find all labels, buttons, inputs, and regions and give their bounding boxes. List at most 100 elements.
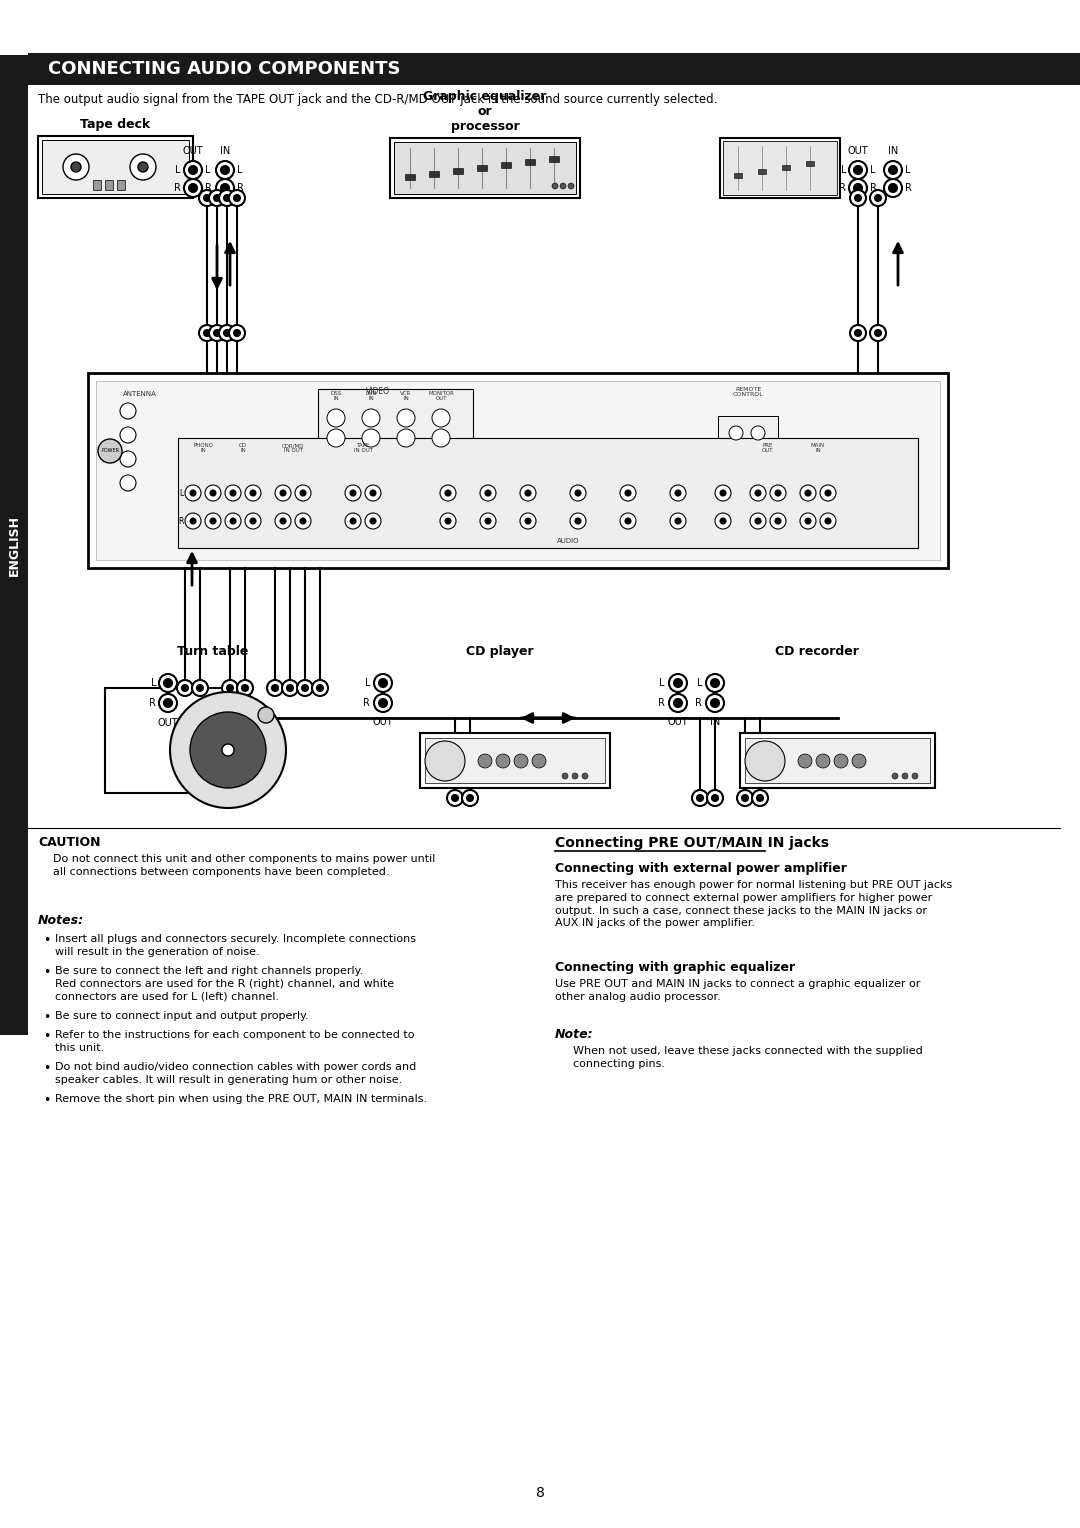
Text: CDR/MD
IN OUT: CDR/MD IN OUT [282,443,305,452]
Text: L: L [660,678,665,688]
Text: Turn table: Turn table [177,645,248,659]
Text: IN: IN [710,717,720,727]
Circle shape [712,795,718,801]
Circle shape [462,790,478,805]
Circle shape [190,490,195,497]
Text: OUT: OUT [848,147,868,156]
Circle shape [63,154,89,180]
Circle shape [849,160,867,179]
Text: 8: 8 [536,1487,544,1500]
Circle shape [210,490,216,497]
Text: DVB
IN: DVB IN [365,391,377,400]
Circle shape [189,167,197,174]
Circle shape [706,694,724,712]
Circle shape [737,790,753,805]
Circle shape [889,167,897,174]
Bar [740,733,935,788]
Circle shape [224,196,230,202]
Text: Note:: Note: [555,1028,594,1041]
Circle shape [849,179,867,197]
Bar [38,136,193,199]
Circle shape [850,189,866,206]
Circle shape [745,741,785,781]
Circle shape [805,490,811,497]
Circle shape [453,795,458,801]
Circle shape [561,183,566,189]
Bar [394,142,576,194]
Circle shape [379,678,387,688]
Circle shape [525,490,531,497]
Bar [745,738,930,782]
Bar [718,416,778,451]
Circle shape [302,685,308,691]
Circle shape [183,685,188,691]
Circle shape [892,773,897,779]
Circle shape [669,694,687,712]
Bar [178,439,918,549]
Circle shape [221,167,229,174]
Circle shape [230,490,237,497]
Circle shape [750,484,766,501]
Text: CONNECTING AUDIO COMPONENTS: CONNECTING AUDIO COMPONENTS [48,60,401,78]
Circle shape [562,773,568,779]
Text: Use PRE OUT and MAIN IN jacks to connect a graphic equalizer or
other analog aud: Use PRE OUT and MAIN IN jacks to connect… [555,979,920,1002]
Text: TAPE
IN OUT: TAPE IN OUT [353,443,373,452]
Bar [87,373,948,568]
Circle shape [120,475,136,490]
Circle shape [245,484,261,501]
Circle shape [210,518,216,524]
Circle shape [258,707,274,723]
Circle shape [432,410,450,426]
Circle shape [855,330,861,336]
Circle shape [216,160,234,179]
Text: L: L [237,165,243,176]
Circle shape [272,685,278,691]
Circle shape [620,513,636,529]
Text: L: L [175,165,181,176]
Text: OUT: OUT [183,147,203,156]
Circle shape [185,513,201,529]
Circle shape [185,484,201,501]
Circle shape [98,439,122,463]
Circle shape [177,680,193,695]
Circle shape [192,680,208,695]
Circle shape [350,490,356,497]
Circle shape [159,674,177,692]
Circle shape [227,685,233,691]
Circle shape [757,795,762,801]
Text: REMOTE
CONTROL: REMOTE CONTROL [732,387,764,397]
Circle shape [552,183,558,189]
Text: L: L [840,165,846,176]
Text: IN: IN [888,147,899,156]
Bar [501,162,511,168]
Text: CD player: CD player [467,645,534,659]
Circle shape [775,490,781,497]
Text: Connecting with graphic equalizer: Connecting with graphic equalizer [555,961,795,973]
Circle shape [189,183,197,193]
Bar [426,738,605,782]
Text: POWER: POWER [102,449,119,454]
Circle shape [234,196,240,202]
Text: OUT: OUT [373,717,393,727]
Circle shape [205,484,221,501]
Circle shape [755,518,761,524]
Circle shape [345,513,361,529]
Bar [105,180,113,189]
Circle shape [752,790,768,805]
Circle shape [885,179,902,197]
Text: ANTENNA: ANTENNA [123,391,157,397]
Circle shape [237,680,253,695]
Circle shape [729,426,743,440]
Circle shape [670,484,686,501]
Circle shape [234,330,240,336]
Circle shape [370,490,376,497]
Circle shape [214,330,220,336]
Bar [0,55,28,1034]
Circle shape [669,674,687,692]
Circle shape [214,196,220,202]
Circle shape [229,325,245,341]
Circle shape [711,698,719,707]
Text: Do not connect this unit and other components to mains power until
all connectio: Do not connect this unit and other compo… [53,854,435,877]
Circle shape [575,518,581,524]
Circle shape [350,518,356,524]
